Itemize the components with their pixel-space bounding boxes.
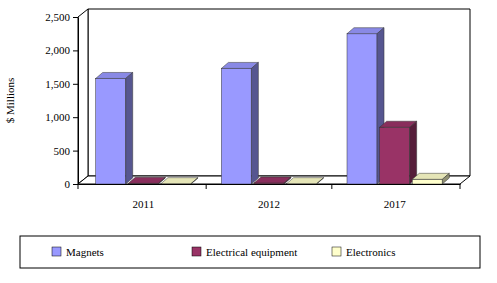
chart: 0 500 1,000 1,500 2,000 2,500 2011 2012 2017 $ Mi…	[0, 0, 497, 283]
y-axis-line	[78, 18, 79, 185]
bar	[221, 68, 251, 184]
x-tick: 2017	[384, 184, 407, 210]
y-tick-label: 2,500	[45, 11, 70, 23]
bar-side	[317, 178, 324, 184]
legend-box	[20, 236, 480, 268]
y-tick-label: 2,000	[45, 44, 70, 56]
x-group-tick	[331, 184, 332, 189]
x-tick-label: 2011	[133, 198, 155, 210]
y-tick: 500	[54, 145, 79, 157]
bar-side	[442, 173, 449, 184]
y-tick-label: 500	[54, 145, 71, 157]
bars	[96, 28, 450, 184]
bar-3d	[96, 72, 133, 184]
x-group-tick	[206, 184, 207, 189]
y-tick-mark	[73, 117, 78, 118]
y-tick-mark	[73, 50, 78, 51]
y-tick-mark	[73, 151, 78, 152]
x-tick-label: 2017	[384, 198, 407, 210]
y-tick-mark	[73, 17, 78, 18]
bar-top	[161, 178, 198, 184]
bar-3d	[412, 173, 449, 184]
legend: Magnets Electrical equipment Electronics	[20, 236, 480, 268]
x-axis-line	[79, 184, 461, 185]
bar-3d	[128, 177, 165, 184]
legend-label: Electronics	[346, 246, 395, 258]
x-tick: 2011	[133, 184, 155, 210]
frame	[78, 9, 470, 184]
bar-side	[191, 178, 198, 184]
legend-swatch	[192, 247, 201, 256]
bar	[380, 127, 410, 184]
y-axis-title: $ Millions	[4, 78, 16, 124]
bar-side	[251, 62, 258, 184]
legend-swatch	[332, 247, 341, 256]
x-group-tick	[460, 184, 461, 189]
y-tick: 1,500	[45, 78, 78, 90]
bar	[96, 78, 126, 184]
bar-side	[126, 72, 133, 184]
bar-3d	[347, 28, 384, 184]
x-group-tick	[78, 184, 79, 189]
x-tick: 2012	[258, 184, 280, 210]
bar	[412, 179, 442, 184]
legend-label: Electrical equipment	[206, 246, 297, 258]
bar-top	[128, 177, 165, 183]
x-axis: 2011 2012 2017	[79, 184, 461, 210]
bar-side	[410, 121, 417, 184]
legend-swatch	[52, 247, 61, 256]
y-tick: 1,000	[45, 111, 78, 123]
bar-3d	[380, 121, 417, 184]
legend-label: Magnets	[66, 246, 104, 258]
x-tick-label: 2012	[258, 198, 280, 210]
y-tick: 2,000	[45, 44, 78, 56]
bar-top	[287, 178, 324, 184]
bar-3d	[161, 178, 198, 184]
y-axis: 0 500 1,000 1,500 2,000 2,500	[45, 11, 78, 190]
bar-3d	[221, 62, 258, 184]
y-tick-label: 1,500	[45, 78, 70, 90]
y-tick-mark	[73, 84, 78, 85]
side-wall	[78, 9, 88, 184]
y-tick-mark	[73, 184, 78, 185]
bar	[347, 34, 377, 184]
bar-3d	[254, 177, 291, 184]
y-tick: 2,500	[45, 11, 78, 23]
bar-3d	[287, 178, 324, 184]
y-tick-label: 1,000	[45, 111, 70, 123]
y-tick-label: 0	[65, 178, 71, 190]
y-tick: 0	[65, 178, 79, 190]
